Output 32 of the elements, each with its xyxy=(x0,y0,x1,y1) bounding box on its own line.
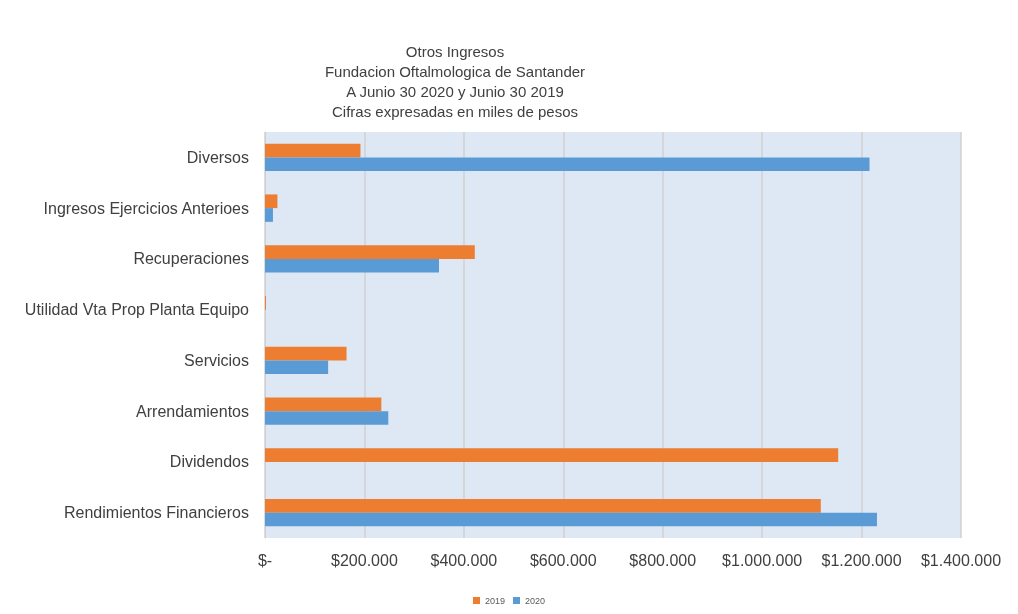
y-tick-label: Ingresos Ejercicios Anterioes xyxy=(43,199,249,217)
y-tick-label: Arrendamientos xyxy=(136,402,249,420)
bar xyxy=(265,245,475,259)
x-tick-label: $- xyxy=(257,551,273,569)
bar xyxy=(265,258,439,273)
y-tick-label: Dividendos xyxy=(169,453,249,471)
y-tick-label: Servicios xyxy=(184,351,249,369)
x-tick-label: $200.000 xyxy=(331,551,398,569)
x-tick-label: $1.400.000 xyxy=(920,551,1002,569)
bar xyxy=(265,512,877,527)
bar xyxy=(265,157,870,172)
legend-label: 2019 xyxy=(484,595,506,606)
y-tick-label: Utilidad Vta Prop Planta Equipo xyxy=(24,301,250,319)
x-tick-label: $600.000 xyxy=(529,551,597,569)
bar xyxy=(265,498,821,513)
bar xyxy=(265,360,329,375)
bar xyxy=(265,346,347,361)
legend-label: 2020 xyxy=(525,595,546,606)
x-tick-label: $400.000 xyxy=(430,551,498,569)
x-tick-label: $1.200.000 xyxy=(821,551,902,569)
y-tick-label: Rendimientos Financieros xyxy=(64,504,249,522)
bar xyxy=(265,397,382,412)
bar xyxy=(265,194,278,209)
bar xyxy=(265,411,389,425)
chart-title: Otros Ingresos Fundacion Oftalmologica de Santander A Junio 30 2020 y Junio 30 2019 Cifras expresadas en miles de pesos xyxy=(324,42,586,120)
y-tick-label: Recuperaciones xyxy=(133,250,249,268)
x-tick-label: $1.000.000 xyxy=(722,551,803,569)
bar xyxy=(265,208,273,222)
y-tick-label: Diversos xyxy=(186,148,249,166)
bar xyxy=(265,448,839,462)
x-tick-label: $800.000 xyxy=(629,551,697,569)
bar xyxy=(265,143,361,158)
